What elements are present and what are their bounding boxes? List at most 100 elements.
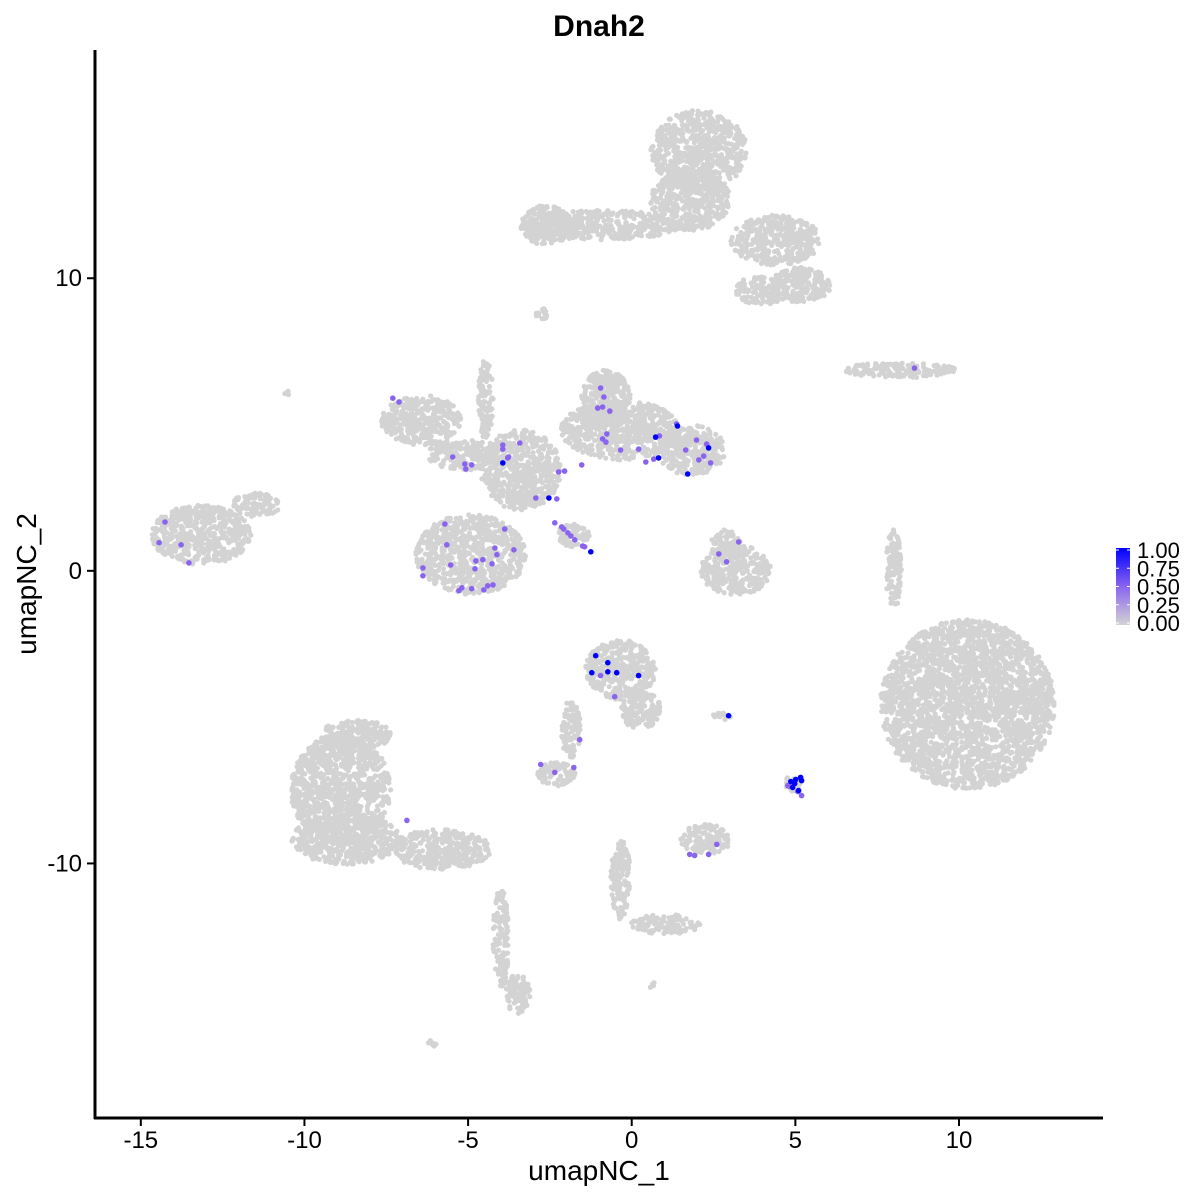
cell-point: [762, 259, 768, 265]
cell-point: [1007, 682, 1013, 688]
cell-point: [683, 145, 689, 151]
cell-point: [699, 225, 705, 231]
cell-point: [964, 652, 970, 659]
cell-point: [659, 131, 665, 137]
cell-point: [1045, 707, 1051, 714]
cell-point: [954, 657, 960, 664]
cell-point: [970, 738, 976, 744]
cell-point: [908, 686, 914, 692]
cell-point: [969, 767, 975, 773]
cell-point: [866, 371, 872, 377]
cell-point: [765, 219, 771, 225]
cell-point: [749, 228, 755, 234]
cell-point: [1017, 724, 1023, 730]
cell-point: [992, 771, 999, 777]
cell-point: [676, 194, 682, 200]
cell-point: [994, 701, 1000, 708]
cell-point: [1036, 741, 1042, 747]
cell-point: [959, 766, 965, 772]
cell-point: [1013, 755, 1020, 761]
cell-point: [949, 364, 955, 371]
cell-point: [786, 249, 792, 255]
cell-point: [1008, 646, 1014, 652]
cell-point: [790, 269, 796, 276]
cell-point: [730, 169, 736, 175]
cell-point: [786, 214, 792, 220]
cell-point: [671, 129, 677, 135]
cell-point: [776, 250, 782, 257]
cell-point: [966, 630, 972, 637]
cell-point: [693, 217, 699, 223]
cell-point: [964, 760, 971, 766]
cell-point: [799, 269, 805, 275]
cell-point: [1012, 677, 1019, 684]
cell-point: [734, 283, 741, 289]
cell-point: [796, 279, 803, 285]
cell-point: [1013, 656, 1019, 662]
cell-point: [903, 746, 909, 752]
cell-point: [901, 655, 907, 661]
cell-point: [943, 620, 949, 626]
cell-point: [1018, 698, 1024, 705]
cell-point: [720, 213, 726, 219]
cell-point: [716, 146, 722, 152]
cell-point: [966, 722, 972, 728]
cell-point: [951, 758, 957, 764]
cell-point: [712, 213, 719, 219]
cell-point: [750, 289, 757, 295]
cell-point: [670, 161, 676, 167]
cell-point: [625, 211, 631, 217]
cell-point: [937, 680, 943, 686]
cell-point: [982, 765, 988, 771]
cell-point: [950, 742, 956, 748]
cell-point: [889, 672, 895, 678]
cell-point: [769, 212, 775, 218]
cell-point: [919, 729, 925, 736]
cell-point: [679, 111, 685, 117]
cell-point: [895, 373, 901, 380]
cell-point: [1030, 685, 1036, 691]
cell-point: [882, 675, 889, 681]
cell-point: [976, 780, 982, 786]
cell-point: [728, 141, 734, 147]
cell-point: [812, 226, 818, 232]
cell-point: [674, 137, 680, 143]
cell-point: [743, 150, 749, 156]
cell-point: [1022, 670, 1028, 676]
cell-point: [663, 147, 669, 153]
cell-point: [721, 135, 727, 141]
cell-point: [895, 690, 901, 696]
cell-point: [549, 232, 555, 238]
cell-point: [715, 118, 721, 124]
cell-point: [704, 179, 710, 185]
cell-point: [988, 775, 994, 782]
cell-point: [771, 286, 777, 292]
cell-point: [544, 203, 550, 210]
cell-point: [1019, 736, 1025, 742]
cell-point: [987, 781, 993, 787]
cell-point: [987, 685, 993, 691]
cell-point: [768, 262, 774, 268]
cell-point: [771, 221, 777, 227]
cell-point: [954, 635, 960, 641]
cell-point: [1020, 744, 1026, 750]
cell-point: [687, 145, 694, 151]
cell-point: [798, 218, 804, 224]
cell-point: [683, 139, 690, 145]
cell-point: [670, 191, 676, 197]
cell-point: [1035, 691, 1041, 697]
cell-point: [536, 232, 542, 238]
cell-point: [684, 198, 690, 205]
cell-point: [1045, 702, 1051, 708]
cell-point: [756, 285, 762, 291]
cell-point: [931, 744, 937, 750]
cell-point: [940, 719, 946, 725]
cell-point: [781, 240, 787, 246]
cell-point: [672, 123, 678, 129]
cell-point: [572, 213, 578, 219]
cell-point: [986, 620, 992, 626]
cell-point: [983, 671, 990, 678]
cell-point: [993, 744, 999, 750]
cell-point: [1009, 749, 1015, 756]
cell-point: [648, 199, 654, 206]
